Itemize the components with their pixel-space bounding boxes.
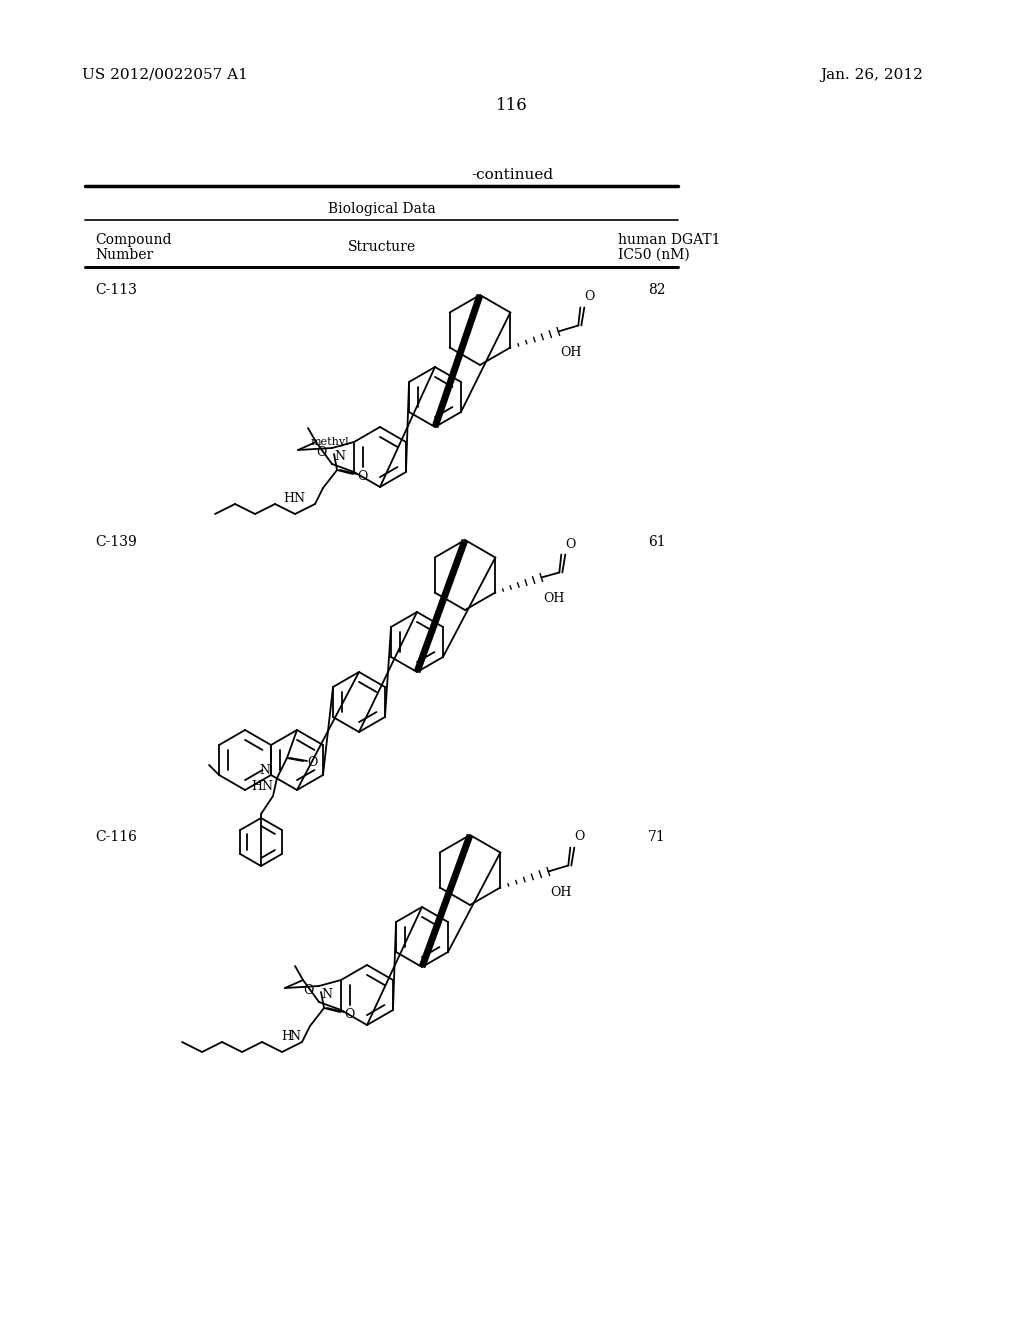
Text: O: O xyxy=(565,537,575,550)
Text: N: N xyxy=(321,987,332,1001)
Text: 82: 82 xyxy=(648,282,666,297)
Text: 71: 71 xyxy=(648,830,666,843)
Text: OH: OH xyxy=(550,886,571,899)
Text: methyl: methyl xyxy=(311,437,349,447)
Text: human DGAT1: human DGAT1 xyxy=(618,234,721,247)
Text: Compound: Compound xyxy=(95,234,171,247)
Text: US 2012/0022057 A1: US 2012/0022057 A1 xyxy=(82,69,248,82)
Text: O: O xyxy=(585,290,595,304)
Text: OH: OH xyxy=(560,346,582,359)
Text: OH: OH xyxy=(544,591,564,605)
Text: O: O xyxy=(316,446,327,459)
Text: C-139: C-139 xyxy=(95,535,137,549)
Text: N: N xyxy=(334,450,345,463)
Text: C-113: C-113 xyxy=(95,282,137,297)
Text: N: N xyxy=(259,764,270,777)
Text: IC50 (nM): IC50 (nM) xyxy=(618,248,690,261)
Text: 116: 116 xyxy=(496,96,528,114)
Text: -continued: -continued xyxy=(471,168,553,182)
Text: HN: HN xyxy=(283,492,305,506)
Text: N: N xyxy=(289,1030,300,1043)
Text: O: O xyxy=(344,1007,354,1020)
Text: O: O xyxy=(307,756,317,770)
Text: 61: 61 xyxy=(648,535,666,549)
Text: Biological Data: Biological Data xyxy=(328,202,436,216)
Text: O: O xyxy=(357,470,368,483)
Text: HN: HN xyxy=(251,780,273,793)
Text: H: H xyxy=(281,1030,292,1043)
Text: Number: Number xyxy=(95,248,154,261)
Text: O: O xyxy=(574,830,585,843)
Text: O: O xyxy=(304,983,314,997)
Text: C-116: C-116 xyxy=(95,830,137,843)
Text: Structure: Structure xyxy=(348,240,416,253)
Text: Jan. 26, 2012: Jan. 26, 2012 xyxy=(820,69,923,82)
